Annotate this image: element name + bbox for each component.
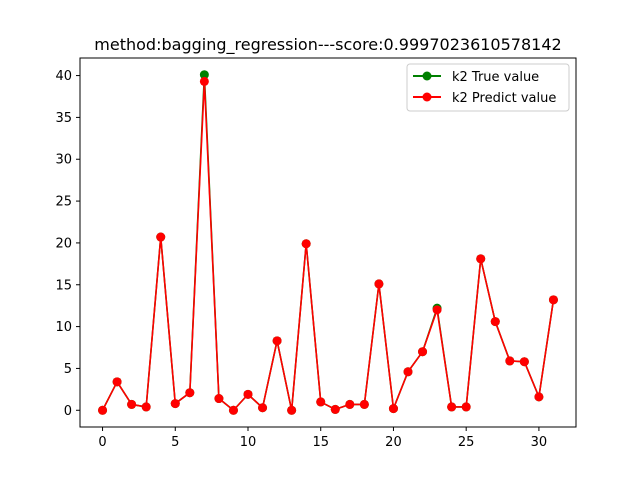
series-layer	[98, 70, 558, 415]
data-point-predict	[301, 239, 311, 249]
x-tick-label: 25	[458, 435, 475, 450]
y-tick-label: 20	[55, 236, 72, 251]
y-tick-label: 25	[55, 195, 72, 210]
y-tick-label: 10	[55, 320, 72, 335]
data-point-predict	[316, 397, 326, 407]
chart-title: method:bagging_regression---score:0.9997…	[94, 35, 561, 55]
axes-frame	[79, 57, 577, 428]
y-tick-label: 30	[55, 153, 72, 168]
data-point-predict	[548, 295, 558, 305]
legend: k2 True value k2 Predict value	[406, 63, 570, 112]
x-tick-label: 15	[312, 435, 329, 450]
legend-predict-label: k2 Predict value	[452, 91, 556, 106]
data-point-predict	[388, 404, 398, 414]
y-tick-label: 40	[55, 69, 72, 84]
data-point-predict	[170, 399, 180, 409]
legend-true-label: k2 True value	[452, 70, 539, 85]
data-point-predict	[345, 399, 355, 409]
data-point-predict	[199, 76, 209, 86]
x-tick-label: 0	[98, 435, 106, 450]
data-point-predict	[272, 336, 282, 346]
data-point-predict	[534, 392, 544, 402]
data-point-predict	[228, 405, 238, 415]
data-point-predict	[447, 402, 457, 412]
data-point-predict	[98, 405, 108, 415]
y-tick-label: 0	[64, 404, 72, 419]
data-point-predict	[418, 347, 428, 357]
data-point-predict	[185, 388, 195, 398]
data-point-predict	[287, 405, 297, 415]
data-point-predict	[127, 399, 137, 409]
x-tick-label: 10	[240, 435, 257, 450]
data-point-predict	[505, 356, 515, 366]
plot-area: 0 5 10 15 20 25 30 0 5 10 15 20 25 30 35 40	[55, 69, 547, 450]
data-point-true	[199, 70, 209, 80]
data-point-predict	[156, 232, 166, 242]
data-point-predict	[476, 254, 486, 264]
data-point-predict	[141, 402, 151, 412]
data-point-predict	[490, 317, 500, 327]
data-point-predict	[359, 399, 369, 409]
x-tick-label: 30	[531, 435, 548, 450]
y-tick-label: 5	[64, 362, 72, 377]
data-point-predict	[112, 377, 122, 387]
legend-box	[406, 63, 570, 112]
data-point-predict	[403, 367, 413, 377]
data-point-predict	[214, 394, 224, 404]
y-tick-label: 15	[55, 278, 72, 293]
data-point-predict	[519, 357, 529, 367]
legend-true-marker	[422, 71, 432, 81]
data-point-predict	[258, 403, 268, 413]
data-point-predict	[461, 402, 471, 412]
y-tick-label: 35	[55, 111, 72, 126]
data-point-predict	[432, 305, 442, 315]
data-point-predict	[243, 389, 253, 399]
x-tick-label: 20	[385, 435, 402, 450]
data-point-predict	[374, 279, 384, 289]
legend-predict-marker	[422, 92, 432, 102]
data-point-predict	[330, 404, 340, 414]
x-tick-label: 5	[171, 435, 179, 450]
